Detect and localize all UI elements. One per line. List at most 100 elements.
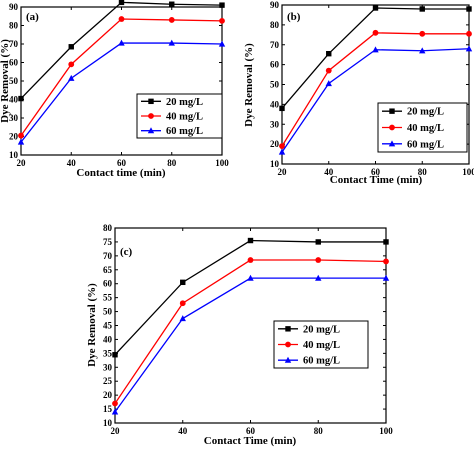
x-tick-label: 40 <box>324 167 334 177</box>
series-2 <box>17 39 226 145</box>
legend-swatch-marker <box>284 356 292 363</box>
series-line <box>281 7 469 109</box>
series-1 <box>112 257 389 407</box>
data-point <box>419 30 426 37</box>
legend-entry: 60 mg/L <box>407 139 444 150</box>
data-point <box>179 315 186 322</box>
data-point <box>219 2 225 8</box>
y-tick-label: 70 <box>9 39 19 49</box>
data-point <box>219 17 225 24</box>
y-tick-label: 80 <box>103 223 113 233</box>
data-point <box>118 0 125 6</box>
legend: 20 mg/L 40 mg/L 60 mg/L <box>273 320 369 369</box>
data-point <box>18 132 24 139</box>
y-tick-label: 20 <box>9 132 19 142</box>
data-point <box>169 1 175 7</box>
legend-swatch-marker <box>148 98 154 105</box>
data-point <box>383 258 389 265</box>
y-tick-label: 30 <box>103 362 113 372</box>
data-point <box>118 16 125 22</box>
data-point <box>68 44 74 50</box>
series-2 <box>278 45 473 155</box>
y-tick-label: 20 <box>103 390 113 400</box>
y-tick-label: 35 <box>103 348 113 358</box>
x-tick-label: 60 <box>246 426 256 436</box>
legend-swatch-marker <box>285 326 291 332</box>
x-tick-label: 80 <box>314 426 324 436</box>
y-tick-label: 70 <box>270 40 280 50</box>
data-point <box>372 5 379 11</box>
data-point <box>383 239 389 245</box>
chart-panel-2: 10 15 20 25 30 35 40 45 50 55 60 65 70 75 80 20 40 60 80 10… <box>86 223 393 447</box>
y-tick-label: 10 <box>103 418 113 428</box>
data-point <box>247 237 254 244</box>
y-tick-label: 25 <box>103 376 113 386</box>
y-tick-label: 60 <box>270 60 280 70</box>
data-point <box>247 257 254 263</box>
data-point <box>218 40 226 47</box>
series-1 <box>279 29 472 150</box>
data-point <box>325 80 332 87</box>
data-point <box>247 274 254 281</box>
x-axis-label: Contact time (min) <box>76 167 166 179</box>
series-0 <box>18 0 225 102</box>
data-point <box>382 274 390 281</box>
y-tick-label: 80 <box>9 21 19 31</box>
data-point <box>278 148 286 155</box>
data-point <box>68 74 75 81</box>
legend-entry: 60 mg/L <box>303 356 340 367</box>
legend-entry: 20 mg/L <box>303 324 340 335</box>
y-tick-label: 10 <box>9 150 19 160</box>
legend-swatch-marker <box>389 108 395 114</box>
y-tick-label: 30 <box>9 113 19 123</box>
y-tick-label: 70 <box>103 251 113 261</box>
data-point <box>17 138 25 145</box>
y-axis-label: Dye Removal (%) <box>243 43 255 127</box>
data-point <box>372 29 379 36</box>
data-point <box>315 239 321 245</box>
y-tick-label: 15 <box>103 404 113 414</box>
y-tick-label: 40 <box>270 99 280 109</box>
legend: 20 mg/L 40 mg/L 60 mg/L <box>136 93 223 139</box>
legend-entry: 20 mg/L <box>166 97 203 108</box>
legend-swatch-marker <box>388 140 396 147</box>
data-point <box>419 6 425 12</box>
x-tick-label: 20 <box>17 158 27 168</box>
data-point <box>112 400 118 407</box>
x-tick-label: 20 <box>111 426 121 436</box>
data-point <box>180 279 186 286</box>
data-point <box>168 39 175 46</box>
data-point <box>112 352 118 358</box>
series-0 <box>112 237 389 358</box>
data-point <box>325 67 332 74</box>
legend-swatch-marker <box>147 127 155 134</box>
x-tick-label: 60 <box>371 167 381 177</box>
panel-label: (b) <box>287 11 301 23</box>
y-tick-label: 40 <box>103 334 113 344</box>
y-tick-label: 50 <box>103 307 113 317</box>
x-tick-label: 100 <box>379 426 393 436</box>
legend-swatch-marker <box>285 341 291 348</box>
legend-entry: 40 mg/L <box>407 123 444 134</box>
y-tick-label: 20 <box>270 139 280 149</box>
y-tick-label: 50 <box>9 76 19 86</box>
data-point <box>465 45 473 52</box>
series-2 <box>111 274 390 415</box>
x-tick-label: 40 <box>178 426 188 436</box>
x-axis-label: Contact Time (min) <box>204 435 297 447</box>
y-tick-label: 45 <box>103 321 113 331</box>
y-tick-label: 55 <box>103 293 113 303</box>
series-0 <box>279 5 472 112</box>
data-point <box>68 61 75 68</box>
y-tick-label: 60 <box>9 58 19 68</box>
x-tick-label: 20 <box>278 167 288 177</box>
y-tick-label: 40 <box>9 95 19 105</box>
y-tick-label: 50 <box>270 80 280 90</box>
y-axis-label: Dye Removal (%) <box>86 283 98 367</box>
data-point <box>326 50 332 57</box>
data-point <box>279 143 285 150</box>
y-tick-label: 90 <box>270 0 280 10</box>
